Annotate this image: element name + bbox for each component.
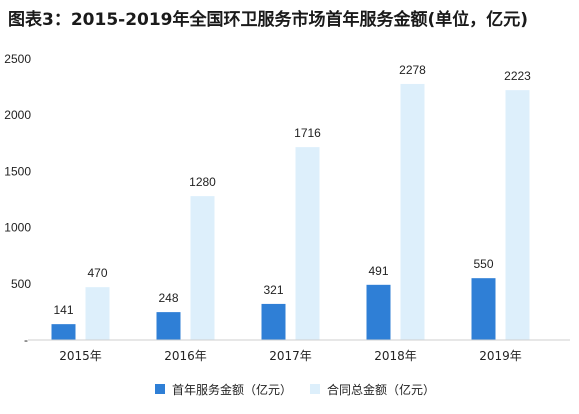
x-axis: 2015年 2016年 2017年 2018年 2019年	[59, 349, 522, 363]
bar-contract-total	[295, 147, 320, 340]
y-tick-label-zero: -	[24, 333, 28, 347]
bar-first-year	[156, 312, 181, 340]
bar-contract-total	[190, 196, 215, 340]
data-label-contract-total: 470	[87, 266, 107, 280]
data-label-first-year: 550	[473, 257, 493, 271]
bar-first-year	[471, 278, 496, 340]
chart-title: 图表3：2015-2019年全国环卫服务市场首年服务金额(单位，亿元)	[8, 9, 528, 30]
data-label-contract-total: 2278	[399, 63, 426, 77]
legend-label-contract-total: 合同总金额（亿元）	[327, 382, 435, 397]
legend: 首年服务金额（亿元） 合同总金额（亿元）	[155, 382, 435, 397]
bars	[51, 83, 530, 341]
legend-swatch-contract-total	[310, 384, 320, 394]
data-label-contract-total: 2223	[504, 69, 531, 83]
y-tick-label: 500	[11, 277, 31, 291]
y-tick-label: 2500	[4, 52, 31, 66]
x-tick-label: 2018年	[374, 349, 417, 363]
x-tick-label: 2017年	[269, 349, 312, 363]
y-tick-label: 1000	[4, 221, 31, 235]
legend-swatch-first-year	[155, 384, 165, 394]
data-label-first-year: 321	[263, 283, 283, 297]
data-label-contract-total: 1716	[294, 126, 321, 140]
x-tick-label: 2019年	[479, 349, 522, 363]
y-axis: 500 1000 1500 2000 2500 -	[4, 52, 31, 347]
data-label-first-year: 248	[158, 291, 178, 305]
x-tick-label: 2015年	[59, 349, 102, 363]
data-label-first-year: 491	[368, 264, 388, 278]
bar-first-year	[366, 284, 391, 340]
bar-contract-total	[505, 90, 530, 341]
y-tick-label: 1500	[4, 164, 31, 178]
data-labels: 141 470 248 1280 321 1716 491 2278 550 2223	[53, 63, 531, 317]
bar-contract-total	[400, 83, 425, 341]
bar-first-year	[261, 303, 286, 340]
bar-contract-total	[85, 287, 110, 340]
data-label-contract-total: 1280	[189, 175, 216, 189]
x-tick-label: 2016年	[164, 349, 207, 363]
legend-label-first-year: 首年服务金额（亿元）	[172, 382, 292, 397]
y-tick-label: 2000	[4, 108, 31, 122]
data-label-first-year: 141	[53, 303, 73, 317]
bar-first-year	[51, 324, 76, 340]
